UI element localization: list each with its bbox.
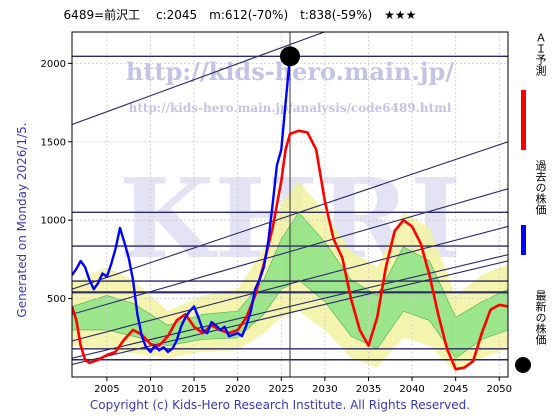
y-tick-label-1000: 1000 [41,216,66,227]
x-tick-label-2035: 2035 [356,384,381,395]
x-tick-label-2020: 2020 [225,384,250,395]
x-tick-label-2010: 2010 [138,384,163,395]
legend-latest-label: 最新の株価 [534,290,547,345]
legend-past-swatch [521,225,526,255]
x-tick-label-2050: 2050 [487,384,512,395]
y-tick-label-2000: 2000 [41,59,66,70]
x-tick-label-2025: 2025 [269,384,294,395]
x-tick-label-2005: 2005 [94,384,119,395]
legend-latest-dot [515,357,531,373]
latest-price-marker [280,46,300,67]
y-tick-label-1500: 1500 [41,137,66,148]
legend-ai-label: ＡＩ予測 [534,32,547,76]
x-tick-label-2015: 2015 [181,384,206,395]
x-tick-label-2030: 2030 [312,384,337,395]
axis-layer: 2005 2010 2015 2020 2025 2030 2035 2040 2045 2050… [41,59,512,395]
chart-title: 6489=前沢工 c:2045 m:612(-70%) t:838(-59%) … [63,8,417,22]
series-layer [72,32,508,377]
x-tick-label-2040: 2040 [399,384,424,395]
legend-ai-swatch [521,90,526,150]
y-tick-label-500: 500 [47,294,66,305]
ai-forecast-line [72,129,508,371]
plot-frame [71,31,509,378]
copyright-footer: Copyright (c) Kids-Hero Research Institu… [89,398,471,412]
x-tick-label-2045: 2045 [443,384,468,395]
past-price-line [72,56,292,354]
legend-past-label: 過去の株価 [534,160,547,215]
